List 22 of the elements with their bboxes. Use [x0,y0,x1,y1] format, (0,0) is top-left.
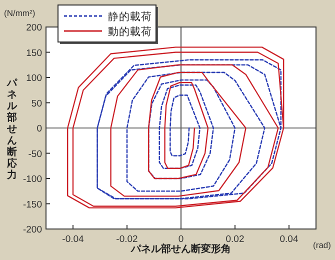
y-tick-label: -100 [22,174,42,185]
y-tick-label: 100 [26,73,42,84]
text: (rad) [313,240,332,250]
text: (N/mm²) [4,8,36,18]
x-axis-title: パネル部せん断変形角 [130,243,231,255]
x-tick-label: -0.02 [116,234,138,245]
x-tick-label: 0.02 [226,234,244,245]
y-tick-label: -150 [22,199,42,210]
line-series [96,59,282,200]
legend-label: 動的載荷 [108,25,152,38]
y-tick-label: -50 [28,148,42,160]
x-tick-label: -0.04 [62,234,84,245]
x-tick-label: 0.04 [280,234,298,245]
line-series [67,46,284,208]
y-tick-label: 200 [26,22,42,34]
legend-label: 静的載荷 [108,10,152,23]
y-tick-label: 0 [36,124,42,134]
y-tick-label: 50 [31,98,42,110]
y-tick-label: 150 [26,48,42,59]
ylabel: パネル部せん断応力 [7,78,17,181]
x-tick-label: 0 [178,234,184,245]
y-tick-label: -200 [22,224,42,236]
